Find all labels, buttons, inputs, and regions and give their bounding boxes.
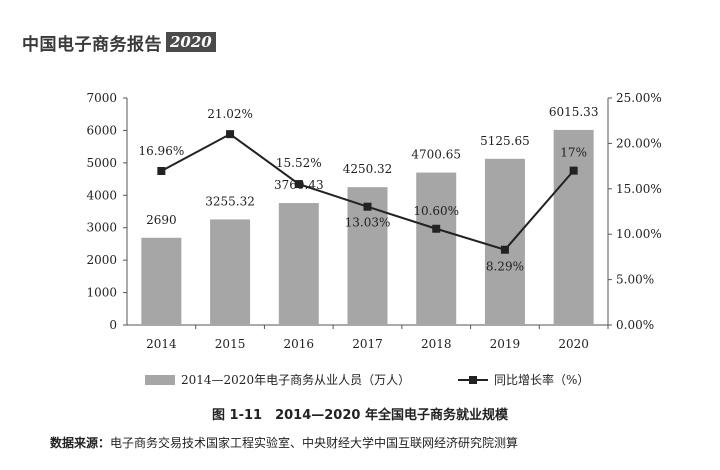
left-tick-label: 2000 <box>86 253 117 267</box>
growth-rate-point <box>294 180 303 189</box>
figure-caption: 图 1-11 2014—2020 年全国电子商务就业规模 <box>212 408 508 423</box>
bar-value-label: 5125.65 <box>480 134 530 148</box>
report-header: 中国电子商务报告 2020 <box>22 30 216 55</box>
data-source-text: 电子商务交易技术国家工程实验室、中央财经大学中国互联网经济研究院测算 <box>110 436 519 450</box>
growth-rate-point <box>432 224 441 233</box>
left-tick-label: 3000 <box>86 221 117 235</box>
right-tick-label: 15.00% <box>616 182 662 196</box>
report-title: 中国电子商务报告 <box>22 34 162 55</box>
right-tick-label: 20.00% <box>616 136 662 150</box>
left-tick-label: 7000 <box>86 91 117 105</box>
x-tick-label: 2014 <box>146 337 177 351</box>
growth-rate-point <box>569 166 578 175</box>
growth-rate-point <box>226 130 235 139</box>
right-tick-label: 5.00% <box>616 273 654 287</box>
x-tick-label: 2015 <box>215 337 246 351</box>
growth-rate-label: 21.02% <box>207 107 253 121</box>
employment-chart: 0 1000 2000 3000 4000 5000 6000 7000 0.00% 5.00% 1… <box>86 91 662 387</box>
right-tick-label: 25.00% <box>616 91 662 105</box>
growth-rate-label: 10.60% <box>413 204 459 218</box>
bar <box>141 237 182 325</box>
x-tick-label: 2017 <box>352 337 383 351</box>
legend-bar-label: 2014—2020年电子商务从业人员（万人） <box>181 372 410 387</box>
left-tick-label: 6000 <box>86 123 117 137</box>
left-tick-label: 0 <box>109 318 117 332</box>
left-tick-label: 4000 <box>86 188 117 202</box>
growth-rate-label: 13.03% <box>345 216 391 230</box>
growth-rate-label: 17% <box>560 146 587 160</box>
bar-value-label: 4700.65 <box>411 148 461 162</box>
legend-bar-swatch <box>145 375 175 385</box>
data-source-label: 数据来源： <box>50 436 111 450</box>
left-tick-label: 1000 <box>86 286 117 300</box>
right-tick-label: 10.00% <box>616 227 662 241</box>
bar-value-label: 4250.32 <box>343 162 393 176</box>
growth-rate-point <box>500 245 509 254</box>
x-tick-label: 2020 <box>558 337 589 351</box>
bar-value-label: 6015.33 <box>549 105 599 119</box>
x-tick-label: 2016 <box>284 337 315 351</box>
legend-line-label: 同比增长率（%） <box>494 372 589 387</box>
left-tick-label: 5000 <box>86 156 117 170</box>
right-tick-label: 0.00% <box>616 318 654 332</box>
x-tick-label: 2018 <box>421 337 452 351</box>
growth-rate-label: 16.96% <box>138 144 184 158</box>
bar <box>210 219 251 325</box>
bar <box>278 203 319 325</box>
x-tick-label: 2019 <box>490 337 521 351</box>
bar-value-label: 3255.32 <box>205 194 255 208</box>
data-source: 数据来源：电子商务交易技术国家工程实验室、中央财经大学中国互联网经济研究院测算 <box>50 434 518 451</box>
bar-value-label: 2690 <box>146 213 177 227</box>
bar <box>553 129 594 325</box>
growth-rate-label: 15.52% <box>276 156 322 170</box>
bar <box>484 158 525 325</box>
bar <box>416 172 457 325</box>
growth-rate-point <box>157 167 166 176</box>
growth-rate-label: 8.29% <box>486 260 524 274</box>
report-year-badge: 2020 <box>166 32 216 52</box>
legend-line-marker <box>469 376 477 384</box>
growth-rate-point <box>363 202 372 211</box>
